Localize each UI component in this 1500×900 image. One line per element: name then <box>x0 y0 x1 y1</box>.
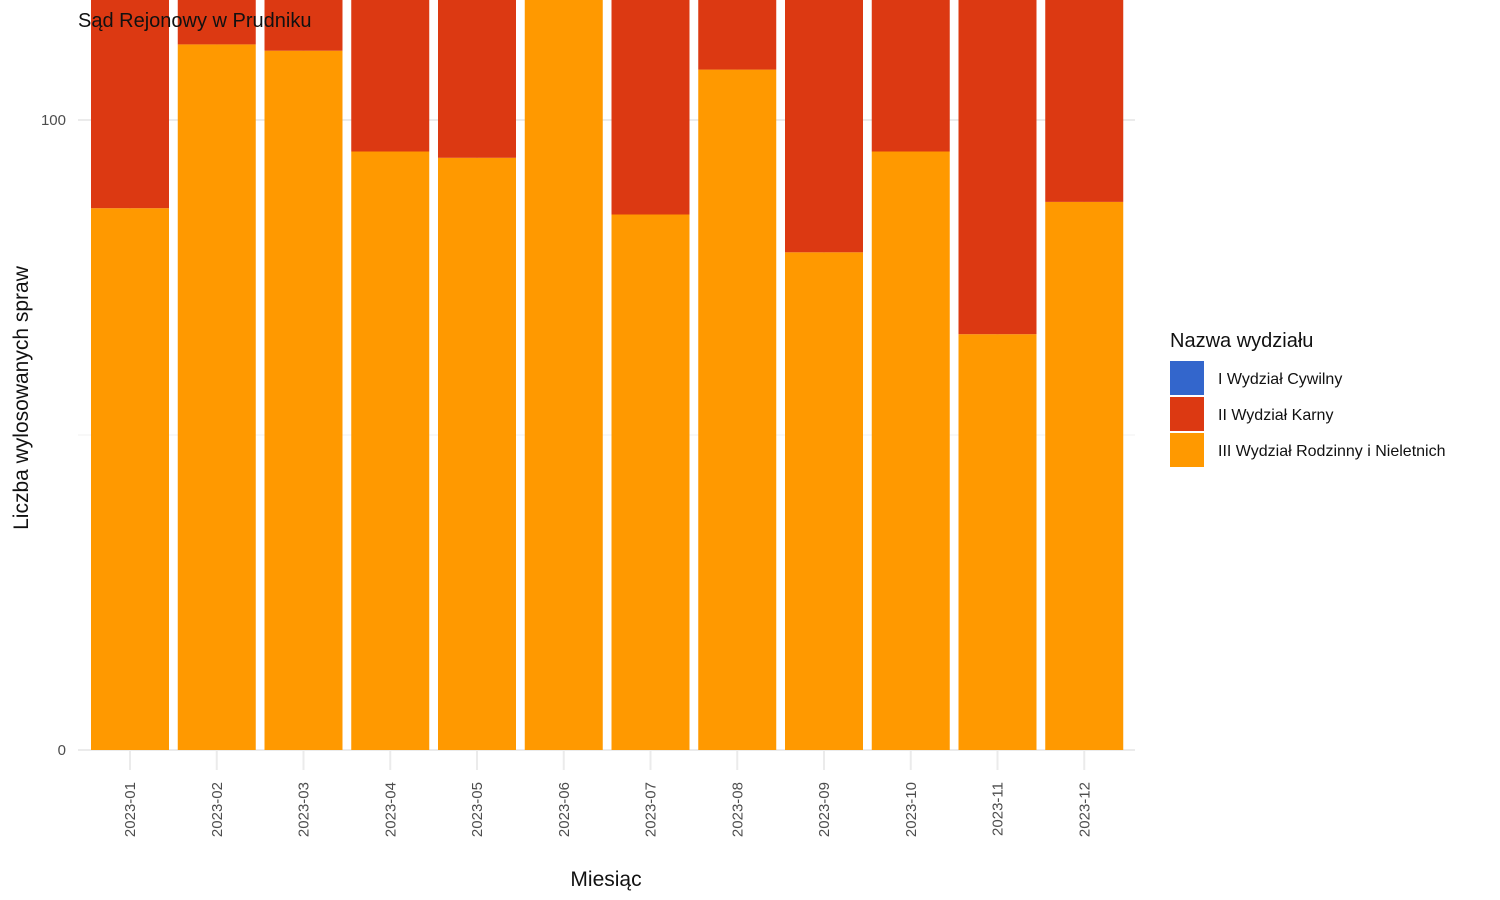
x-axis-ticks: 2023-01 2023-02 2023-03 2023-04 2023-05 2023-… <box>122 782 1093 837</box>
bar-segment <box>958 334 1037 750</box>
legend-title: Nazwa wydziału <box>1170 330 1313 352</box>
chart-title: Sąd Rejonowy w Prudniku <box>78 10 311 32</box>
legend-key <box>1170 433 1204 467</box>
bar-segment <box>871 151 950 750</box>
bar-segment <box>611 214 690 750</box>
bar-segment <box>177 44 256 750</box>
x-tick-label: 2023-06 <box>556 782 573 837</box>
bar-segment <box>611 0 690 215</box>
legend-key <box>1170 397 1204 431</box>
bar-segment <box>871 0 950 152</box>
bars <box>91 0 1124 751</box>
bar-segment <box>438 0 516 158</box>
x-tick-label: 2023-08 <box>729 782 746 837</box>
x-tick-label: 2023-11 <box>990 782 1007 836</box>
x-tick-label: 2023-04 <box>382 782 399 837</box>
legend-key <box>1170 361 1204 395</box>
x-tick-label: 2023-05 <box>469 782 486 837</box>
bar-segment <box>1045 0 1124 202</box>
bar-segment <box>958 0 1037 335</box>
bar-segment <box>785 252 863 751</box>
bar-segment <box>524 0 603 751</box>
bar-segment <box>351 0 430 152</box>
y-axis-title: Liczba wylosowanych spraw <box>10 265 33 530</box>
x-tick-label: 2023-10 <box>903 782 920 837</box>
y-tick-label: 100 <box>41 112 66 129</box>
y-axis-ticks: 0100200300400 <box>41 112 66 759</box>
legend-label: II Wydział Karny <box>1218 407 1333 424</box>
x-axis-title: Miesiąc <box>570 868 641 891</box>
bar-segment <box>91 0 169 209</box>
legend-label: III Wydział Rodzinny i Nieletnich <box>1218 443 1446 460</box>
bar-segment <box>351 151 430 750</box>
x-tick-label: 2023-02 <box>209 782 226 837</box>
x-tick-label: 2023-12 <box>1076 782 1093 837</box>
legend: Nazwa wydziału I Wydział Cywilny II Wydzi… <box>1170 330 1446 467</box>
legend-label: I Wydział Cywilny <box>1218 371 1342 388</box>
x-tick-label: 2023-01 <box>122 782 139 837</box>
bar-segment <box>785 0 863 253</box>
x-tick-label: 2023-03 <box>296 782 313 837</box>
x-tick-label: 2023-09 <box>816 782 833 837</box>
bar-segment <box>91 208 169 750</box>
bar-segment <box>698 0 777 70</box>
bar-segment <box>698 69 777 751</box>
x-tick-label: 2023-07 <box>643 782 660 837</box>
bar-segment <box>1045 201 1124 750</box>
y-tick-label: 0 <box>58 742 66 759</box>
bar-segment <box>264 0 343 51</box>
bar-segment <box>438 157 516 751</box>
bar-segment <box>177 0 256 45</box>
bar-segment <box>264 50 343 750</box>
